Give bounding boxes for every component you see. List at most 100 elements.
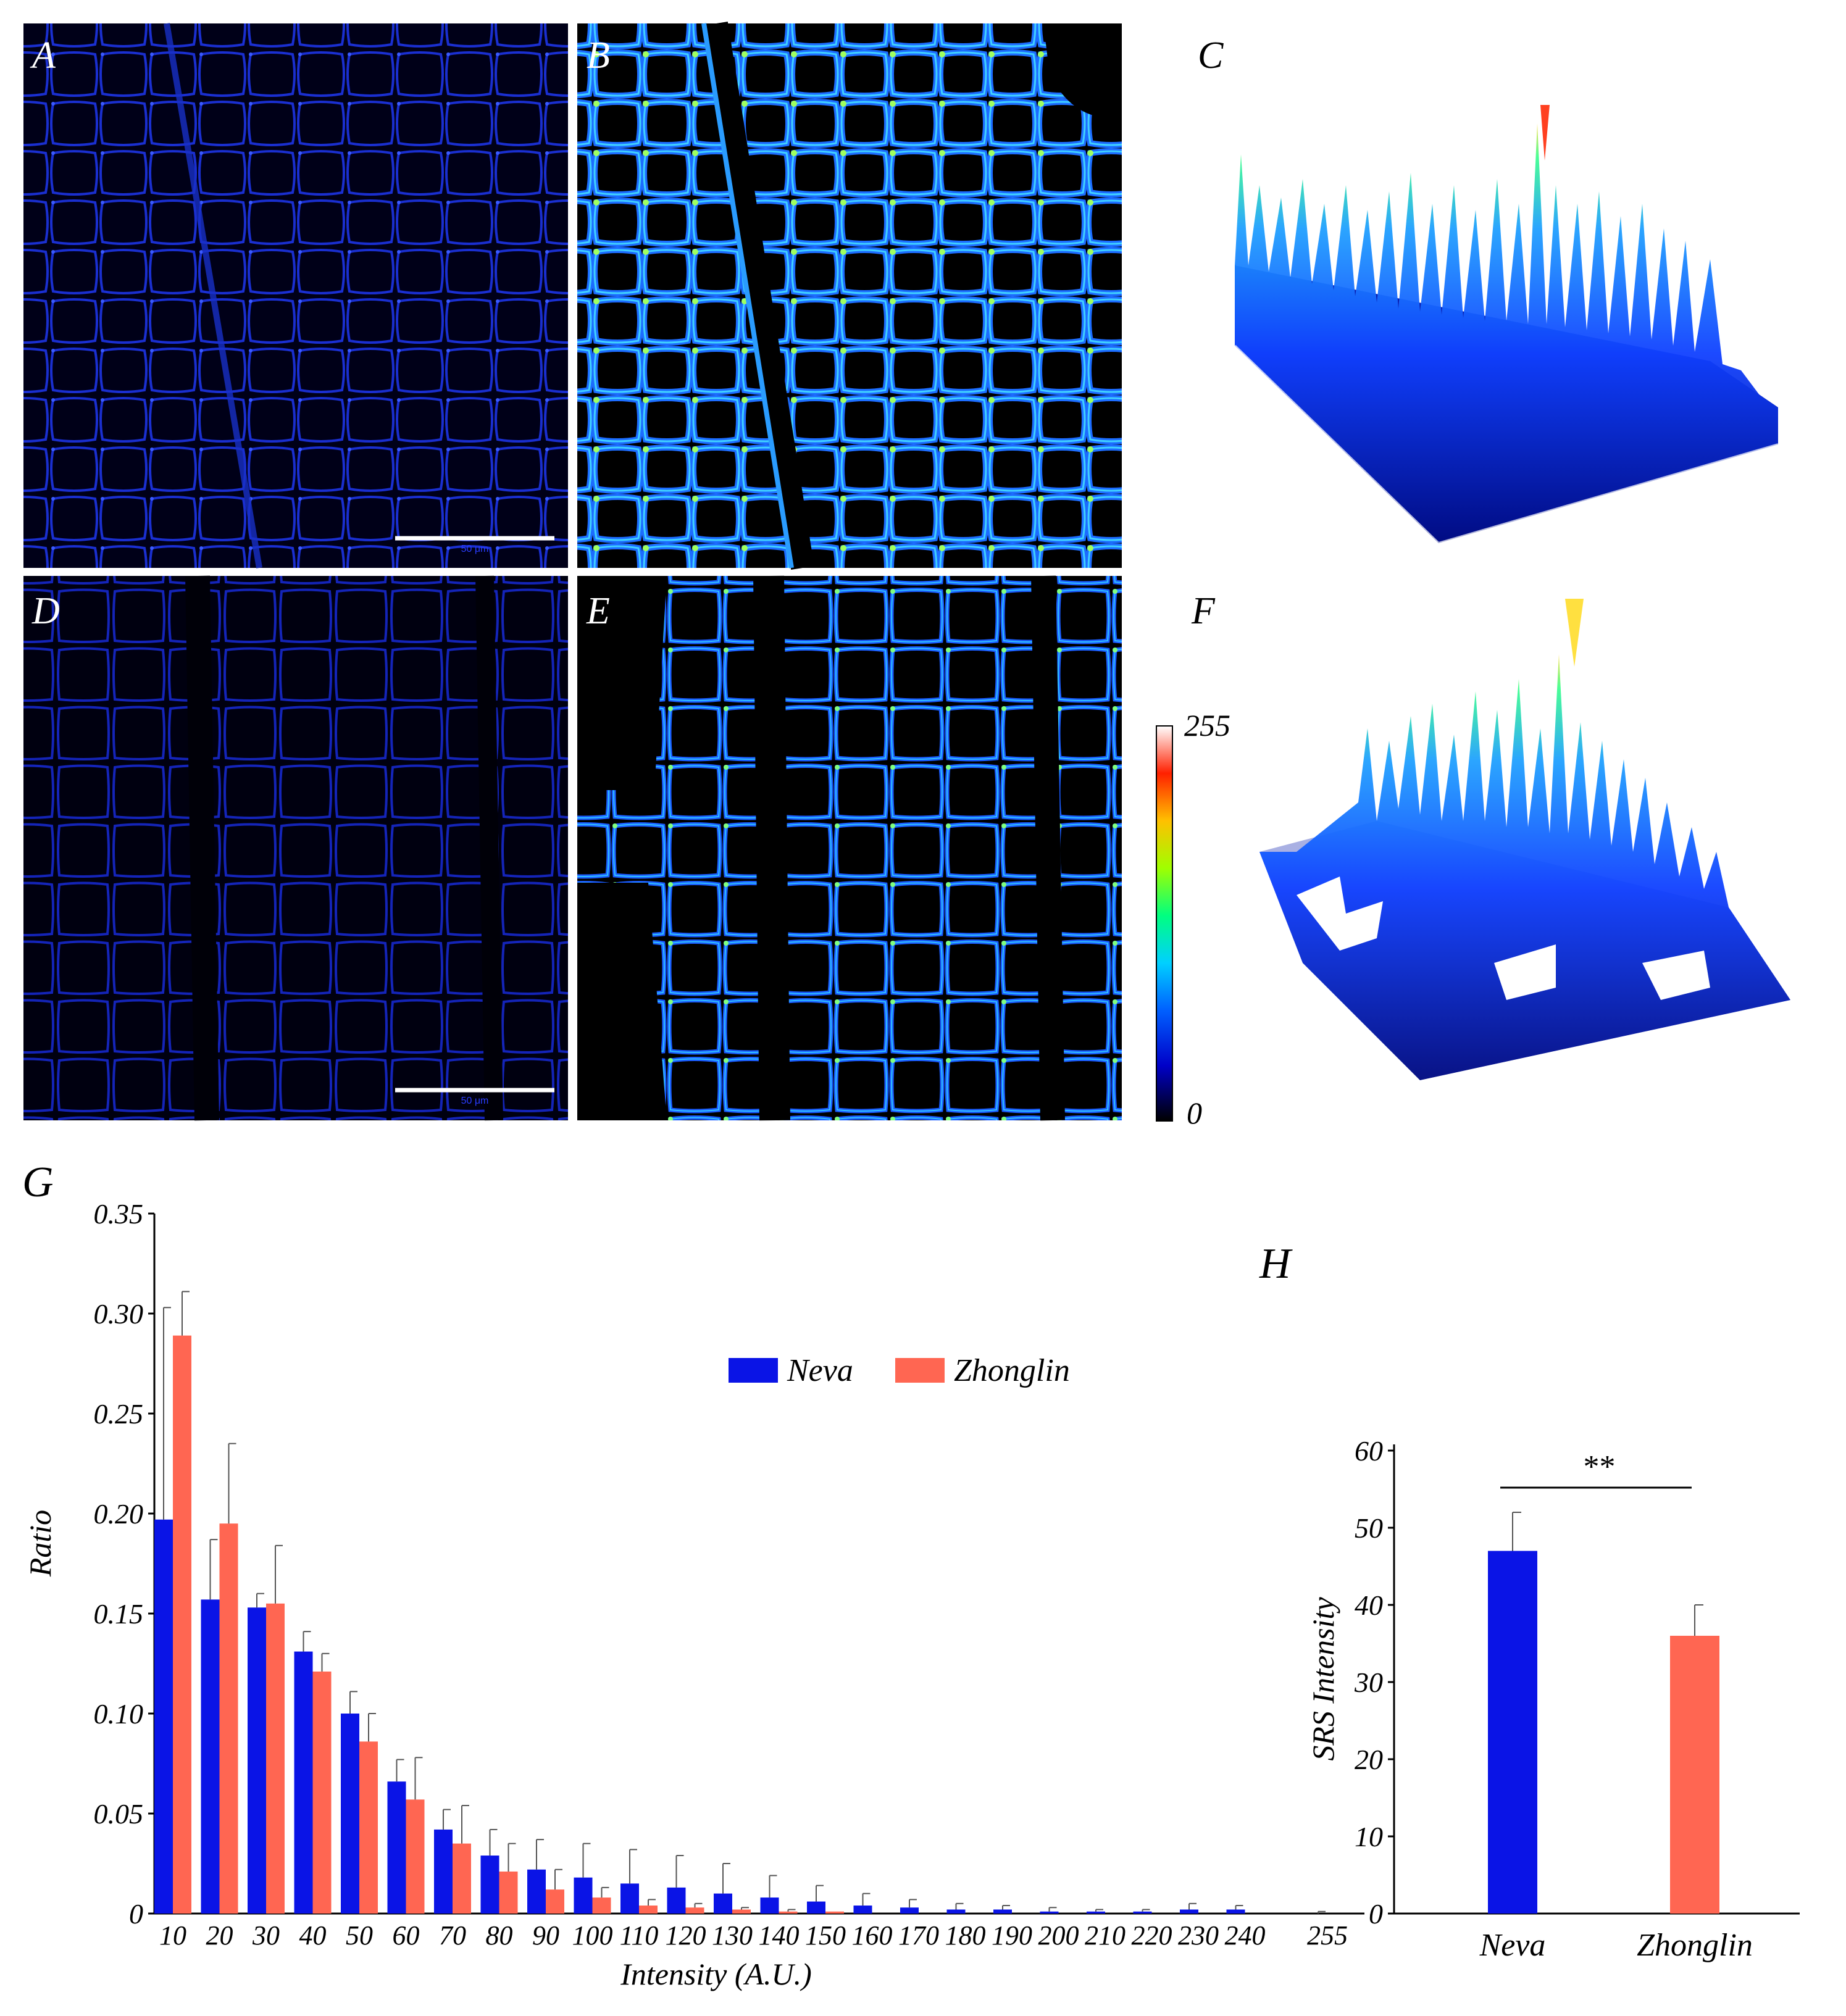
g-bar-neva [620, 1883, 639, 1914]
g-bar-neva [1087, 1911, 1105, 1914]
g-xtick-label: 70 [439, 1920, 466, 1951]
scalebar-d-label: 50 μm [461, 1096, 489, 1106]
g-bar-neva [154, 1519, 173, 1914]
g-bar-zhonglin [173, 1335, 191, 1914]
g-bar-neva [341, 1714, 359, 1914]
h-ytick-label: 0 [1369, 1898, 1383, 1930]
g-xtick-label: 230 [1178, 1920, 1219, 1951]
g-xtick-label: 130 [712, 1920, 753, 1951]
colorbar-max-label: 255 [1184, 708, 1230, 743]
g-bar-neva [1226, 1909, 1245, 1914]
g-ytick-label: 0.30 [94, 1298, 144, 1330]
g-bar-zhonglin [732, 1909, 751, 1914]
g-x-label: Intensity (A.U.) [620, 1957, 812, 1991]
g-bar-neva [993, 1909, 1012, 1914]
panel-label-d: D [31, 590, 60, 632]
h-ytick-label: 20 [1355, 1744, 1383, 1775]
g-xtick-label: 120 [666, 1920, 706, 1951]
g-bar-zhonglin [499, 1871, 518, 1914]
h-xtick-label: Zhonglin [1637, 1928, 1753, 1963]
g-bar-zhonglin [825, 1911, 844, 1914]
panel-e: E [577, 575, 1122, 1121]
h-significance: ** [1500, 1449, 1692, 1489]
g-bar-neva [248, 1607, 266, 1914]
g-bar-neva [714, 1893, 732, 1914]
g-bar-zhonglin [592, 1897, 611, 1914]
scalebar-a-label: 50 μm [461, 544, 489, 554]
h-ytick-label: 50 [1355, 1512, 1383, 1544]
g-bar-neva [853, 1906, 872, 1914]
h-bar-zhonglin [1670, 1636, 1719, 1914]
g-bar-neva [900, 1907, 919, 1914]
g-xtick-label: 255 [1307, 1920, 1348, 1951]
g-xtick-label: 180 [945, 1920, 986, 1951]
chart-g: G Ratio Intensity (A.U.) Neva Zhonglin 0… [22, 1159, 1364, 1991]
g-bar-neva [387, 1781, 406, 1914]
g-xtick-label: 10 [159, 1920, 186, 1951]
g-bar-neva [201, 1599, 220, 1914]
g-bar-zhonglin [685, 1907, 704, 1914]
g-xtick-label: 210 [1085, 1920, 1126, 1951]
g-xtick-label: 190 [992, 1920, 1032, 1951]
h-significance-label: ** [1582, 1449, 1614, 1485]
g-xtick-label: 220 [1132, 1920, 1172, 1951]
g-xtick-label: 170 [898, 1920, 939, 1951]
g-xtick-label: 40 [299, 1920, 327, 1951]
g-bar-zhonglin [359, 1741, 378, 1914]
panel-b: B [577, 22, 1122, 570]
chart-h: H SRS Intensity ** 0 10 20 30 40 50 60 Neva Zho… [1259, 1240, 1800, 1963]
panel-label-g: G [22, 1159, 54, 1206]
panel-label-e: E [586, 590, 610, 632]
g-xtick-label: 50 [346, 1920, 373, 1951]
g-ytick-label: 0.20 [94, 1498, 144, 1530]
colorbar-min-label: 0 [1187, 1096, 1202, 1130]
g-xtick-label: 200 [1038, 1920, 1079, 1951]
g-xtick-label: 60 [393, 1920, 420, 1951]
g-xtick-label: 110 [620, 1920, 659, 1951]
legend-swatch-zhonglin [895, 1358, 945, 1383]
legend-swatch-neva [729, 1358, 778, 1383]
g-xtick-label: 160 [852, 1920, 893, 1951]
g-bar-neva [1040, 1911, 1059, 1914]
g-bar-neva [574, 1877, 593, 1914]
h-ytick-label: 30 [1354, 1667, 1383, 1698]
g-ytick-label: 0.15 [94, 1598, 144, 1630]
g-bar-neva [480, 1856, 499, 1914]
g-bar-zhonglin [219, 1523, 238, 1914]
g-bar-zhonglin [266, 1603, 285, 1914]
g-bar-zhonglin [779, 1911, 798, 1914]
h-ytick-label: 60 [1355, 1435, 1383, 1467]
g-bar-zhonglin [639, 1906, 658, 1914]
h-bar-neva [1488, 1551, 1537, 1914]
panel-c: C [1198, 35, 1779, 545]
g-ytick-label: 0 [129, 1898, 143, 1930]
g-bar-neva [527, 1869, 546, 1914]
legend-label-neva: Neva [787, 1353, 853, 1388]
g-xtick-label: 30 [252, 1920, 280, 1951]
colorbar: 255 0 [1156, 708, 1230, 1130]
h-ytick-label: 10 [1355, 1821, 1383, 1852]
g-xtick-label: 20 [206, 1920, 233, 1951]
g-xtick-label: 100 [572, 1920, 613, 1951]
legend-label-zhonglin: Zhonglin [954, 1353, 1070, 1388]
panel-label-b: B [587, 35, 610, 77]
g-bar-neva [667, 1887, 686, 1914]
g-legend: Neva Zhonglin [729, 1353, 1070, 1388]
g-bar-neva [807, 1901, 825, 1914]
g-y-label: Ratio [23, 1510, 57, 1577]
g-xtick-label: 90 [532, 1920, 559, 1951]
panel-a: 50 μm A [23, 23, 568, 569]
g-xtick-label: 140 [759, 1920, 800, 1951]
panel-label-a: A [30, 35, 56, 77]
g-bar-zhonglin [406, 1799, 425, 1914]
panel-label-f: F [1191, 590, 1216, 632]
g-ytick-label: 0.35 [94, 1198, 144, 1230]
h-ytick-label: 40 [1355, 1589, 1383, 1621]
h-xtick-label: Neva [1479, 1928, 1546, 1963]
g-ytick-label: 0.25 [94, 1398, 144, 1430]
g-bar-zhonglin [546, 1889, 564, 1914]
h-y-label: SRS Intensity [1306, 1597, 1340, 1761]
g-bar-neva [434, 1829, 453, 1914]
g-bar-zhonglin [312, 1671, 332, 1914]
